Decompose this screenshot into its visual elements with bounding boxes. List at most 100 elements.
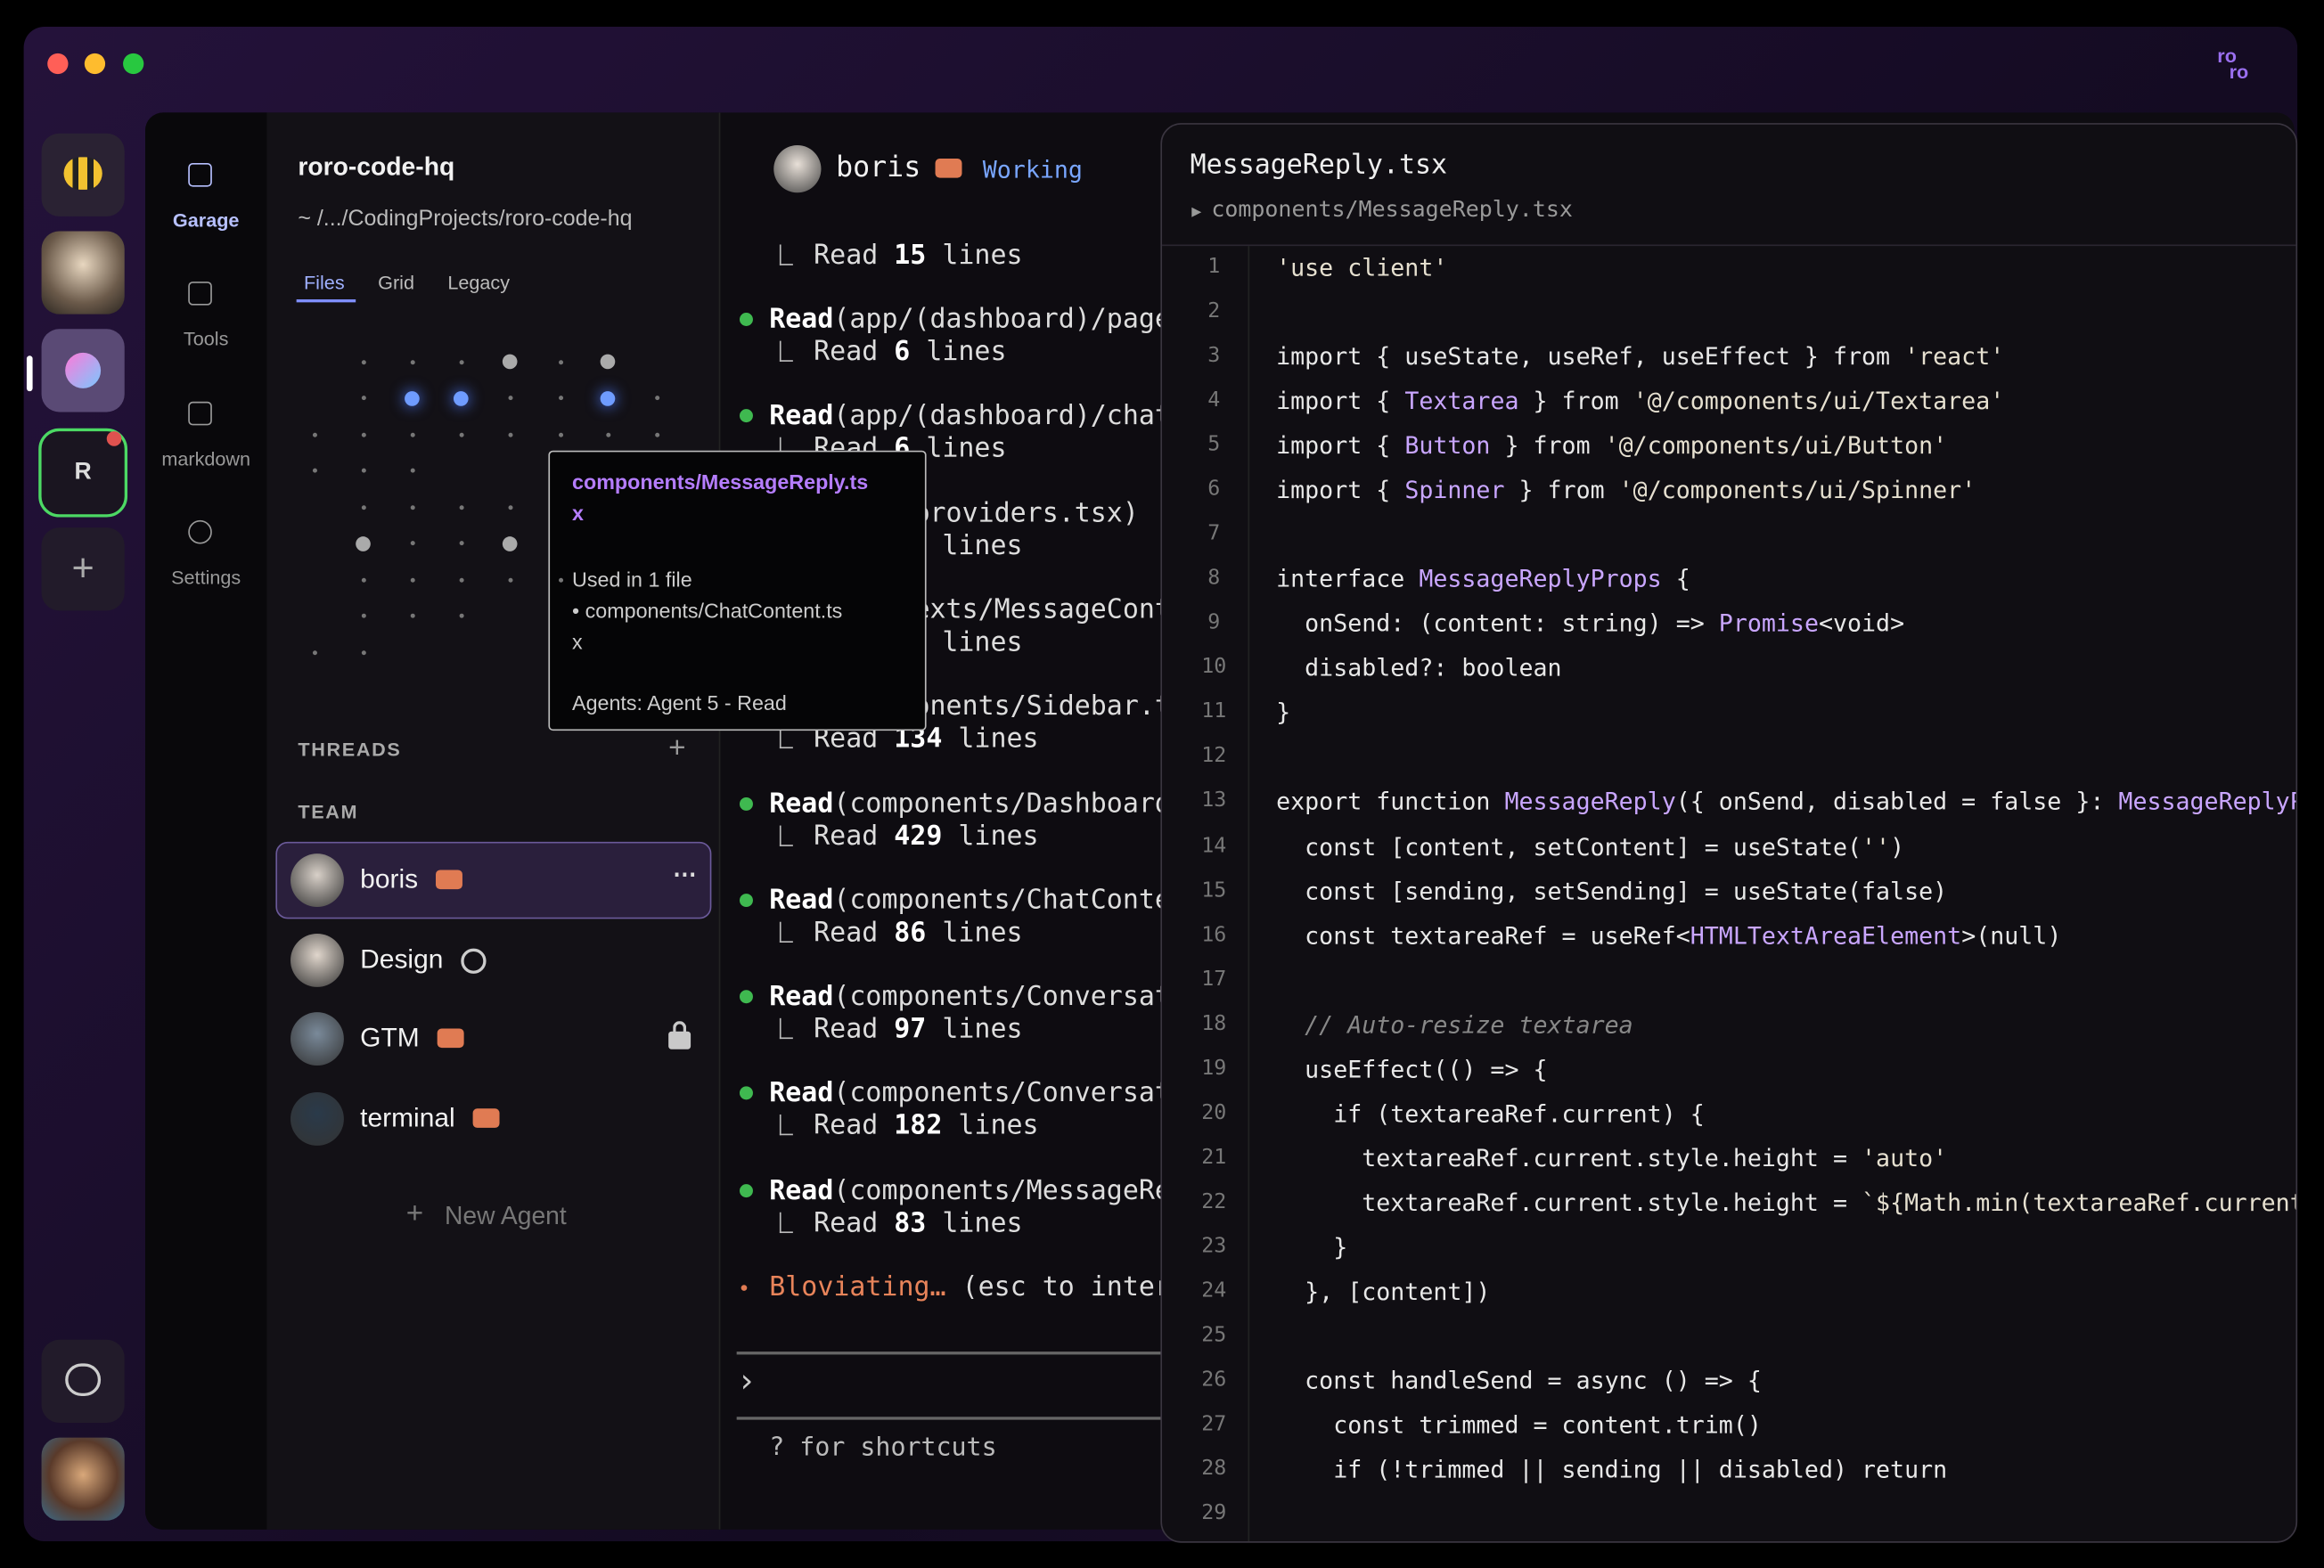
code-token: '@/components/ui/Textarea' <box>1633 387 2005 415</box>
file-dot[interactable] <box>409 468 414 473</box>
file-dot[interactable] <box>361 396 366 401</box>
agent-icon <box>472 1108 500 1128</box>
file-dot[interactable] <box>458 541 463 546</box>
file-dot[interactable] <box>502 354 518 370</box>
tab[interactable]: Legacy <box>447 271 511 294</box>
workspace-icon[interactable] <box>41 231 125 314</box>
line-number: 5 <box>1207 433 1221 457</box>
project-title: roro-code-hq <box>298 152 455 181</box>
file-dot[interactable] <box>458 613 463 618</box>
code-line: if (textareaRef.current) { <box>1276 1099 1705 1128</box>
nav-label[interactable]: markdown <box>161 447 251 470</box>
code-token: textareaRef.current.style.height = <box>1276 1143 1862 1172</box>
file-dot[interactable] <box>458 359 463 364</box>
result-text: Read <box>814 336 895 368</box>
agent-avatar <box>290 853 344 908</box>
read-result: Read 86 lines <box>779 917 1023 948</box>
code-token: } <box>1276 698 1291 727</box>
file-dot[interactable] <box>558 359 563 364</box>
line-number: 4 <box>1207 388 1221 412</box>
add-workspace-button[interactable]: + <box>41 527 125 611</box>
code-token: '@/components/ui/Button' <box>1604 431 1948 460</box>
file-dot[interactable] <box>605 431 610 437</box>
file-dot[interactable] <box>558 396 563 401</box>
file-dot[interactable] <box>312 649 317 655</box>
file-dot[interactable] <box>312 468 317 473</box>
file-dot[interactable] <box>507 576 512 582</box>
file-dot[interactable] <box>361 576 366 582</box>
new-agent-button[interactable]: New Agent <box>444 1202 567 1230</box>
file-dot[interactable] <box>502 535 518 551</box>
agent-name[interactable]: terminal <box>360 1102 455 1132</box>
tree-corner <box>779 244 793 265</box>
code-line: } <box>1276 1233 1347 1262</box>
file-dot[interactable] <box>361 359 366 364</box>
line-number: 24 <box>1201 1278 1227 1303</box>
file-dot[interactable] <box>600 354 616 370</box>
tree-corner <box>779 824 793 846</box>
file-dot[interactable] <box>361 649 366 655</box>
file-dot[interactable] <box>600 390 616 405</box>
code-token: Button <box>1404 431 1491 460</box>
file-dot[interactable] <box>507 504 512 510</box>
file-dot[interactable] <box>409 431 414 437</box>
file-dot[interactable] <box>458 576 463 582</box>
workspace-icon[interactable] <box>41 329 125 412</box>
agent-name[interactable]: GTM <box>360 1022 420 1053</box>
agent-name[interactable]: Design <box>360 943 444 974</box>
file-dot[interactable] <box>361 504 366 510</box>
file-dot[interactable] <box>405 390 420 405</box>
line-count: 97 <box>894 1013 927 1045</box>
code-line: import { Button } from '@/components/ui/… <box>1276 431 1947 460</box>
workspace-icon[interactable] <box>41 133 125 216</box>
tab[interactable]: Files <box>303 271 345 294</box>
tab[interactable]: Grid <box>378 271 414 294</box>
more-button[interactable]: ⋯ <box>673 862 697 888</box>
file-dot[interactable] <box>458 504 463 510</box>
brand-bottom: ro <box>2229 61 2249 84</box>
zoom-button[interactable] <box>123 53 144 75</box>
file-dot[interactable] <box>558 576 563 582</box>
file-dot[interactable] <box>409 576 414 582</box>
editor-pane: MessageReply.tsx ▶ components/MessageRepl… <box>1160 123 2298 1543</box>
new-agent-plus[interactable]: + <box>405 1197 424 1230</box>
add-thread-button[interactable]: + <box>668 731 686 765</box>
prompt[interactable]: › <box>736 1363 757 1401</box>
nav-label[interactable]: Tools <box>183 327 229 350</box>
code-token: export function <box>1276 788 1505 816</box>
file-dot[interactable] <box>409 541 414 546</box>
brand-logo: ro ro <box>2217 46 2249 84</box>
selected-agent[interactable] <box>275 841 712 919</box>
file-dot[interactable] <box>361 431 366 437</box>
agent-name[interactable]: boris <box>360 863 419 894</box>
file-dot[interactable] <box>453 390 469 405</box>
code-line: onSend: (content: string) => Promise<voi… <box>1276 609 1904 638</box>
code-line: import { Spinner } from '@/components/ui… <box>1276 476 1976 504</box>
file-dot[interactable] <box>409 359 414 364</box>
file-dot[interactable] <box>507 396 512 401</box>
code-token: } <box>1276 1232 1348 1262</box>
nav-label[interactable]: Garage <box>172 208 240 232</box>
read-result: Read 6 lines <box>779 336 1006 368</box>
code-line: disabled?: boolean <box>1276 654 1561 682</box>
close-button[interactable] <box>47 53 69 75</box>
file-dot[interactable] <box>654 431 659 437</box>
minimize-button[interactable] <box>84 53 106 75</box>
file-dot[interactable] <box>361 613 366 618</box>
status-dot <box>739 1086 753 1100</box>
file-dot[interactable] <box>409 613 414 618</box>
chat-button[interactable] <box>41 1339 125 1423</box>
file-dot[interactable] <box>356 535 371 551</box>
file-dot[interactable] <box>458 431 463 437</box>
result-text: lines <box>926 1207 1023 1239</box>
path-text: components/MessageReply.tsx <box>1211 195 1573 223</box>
file-dot[interactable] <box>409 504 414 510</box>
code-token: MessageReplyProps <box>2118 788 2295 816</box>
file-dot[interactable] <box>361 468 366 473</box>
user-avatar[interactable] <box>41 1437 125 1521</box>
file-dot[interactable] <box>507 431 512 437</box>
file-dot[interactable] <box>654 396 659 401</box>
nav-label[interactable]: Settings <box>171 566 241 589</box>
file-dot[interactable] <box>558 431 563 437</box>
file-dot[interactable] <box>312 431 317 437</box>
